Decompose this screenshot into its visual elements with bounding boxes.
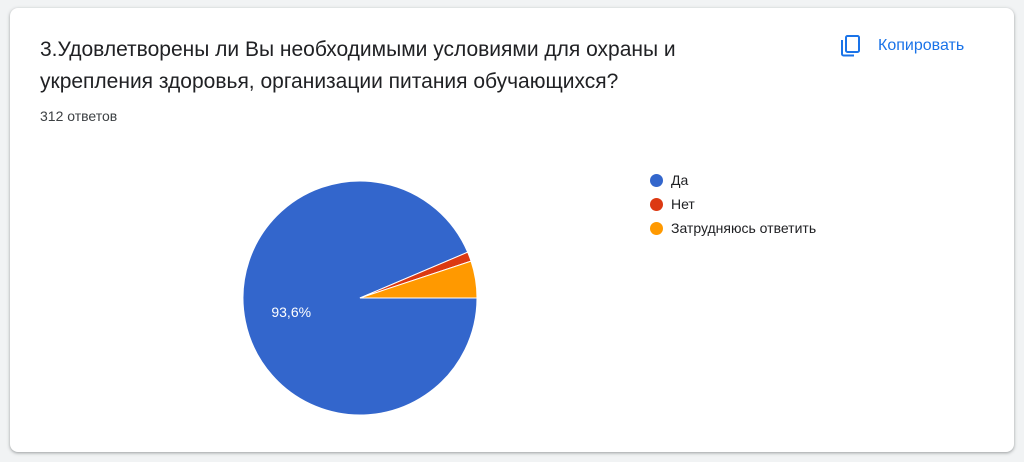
legend-label: Да (671, 172, 689, 188)
pie-chart: 93,6% (230, 168, 490, 428)
legend-label: Нет (671, 196, 695, 212)
slice-label: 93,6% (271, 304, 311, 320)
slice-zatrudnyayus[interactable] (359, 260, 478, 299)
copy-button-label: Копировать (878, 37, 965, 54)
legend-item[interactable]: Да (650, 168, 816, 192)
legend-swatch (650, 197, 663, 211)
legend-item[interactable]: Затрудняюсь ответить (650, 216, 816, 240)
copy-icon (838, 34, 862, 58)
legend-swatch (650, 221, 663, 235)
legend-label: Затрудняюсь ответить (671, 220, 817, 236)
response-count: 312 ответов (40, 108, 118, 124)
legend-item[interactable]: Нет (650, 192, 816, 216)
question-title: 3.Удовлетворены ли Вы необходимыми услов… (40, 38, 676, 93)
copy-chart-button[interactable]: Копировать (832, 30, 970, 62)
chart-legend: Да Нет Затрудняюсь ответить (650, 168, 816, 240)
legend-swatch (650, 173, 663, 187)
pie-chart-svg: 93,6% (242, 180, 478, 416)
question-card: 3.Удовлетворены ли Вы необходимыми услов… (10, 8, 1014, 452)
